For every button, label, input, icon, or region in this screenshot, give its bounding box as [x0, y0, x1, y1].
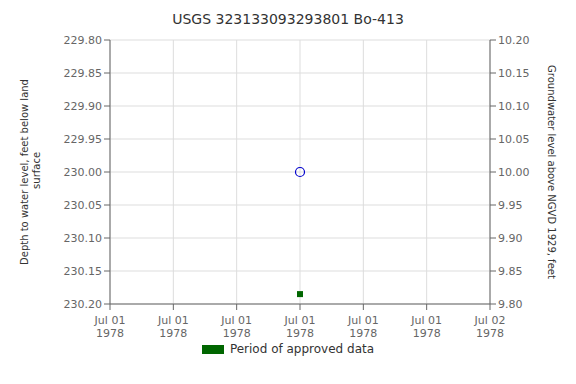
svg-text:9.80: 9.80 [498, 298, 523, 311]
svg-text:10.15: 10.15 [498, 67, 530, 80]
svg-text:Jul 011978: Jul 011978 [157, 314, 189, 340]
svg-text:10.00: 10.00 [498, 166, 530, 179]
svg-text:9.95: 9.95 [498, 199, 523, 212]
svg-text:230.05: 230.05 [64, 199, 103, 212]
svg-text:Jul 011978: Jul 011978 [410, 314, 442, 340]
html-text:Period of approved data: Period of approved data [229, 342, 375, 356]
svg-text:Jul 011978: Jul 011978 [94, 314, 126, 340]
html-text:USGS 323133093293801 Bo-413: USGS 323133093293801 Bo-413 [172, 11, 404, 27]
svg-text:9.85: 9.85 [498, 265, 523, 278]
svg-text:Jul 011978: Jul 011978 [220, 314, 252, 340]
svg-text:230.10: 230.10 [64, 232, 103, 245]
svg-text:Jul 021978: Jul 021978 [474, 314, 506, 340]
svg-text:10.10: 10.10 [498, 100, 530, 113]
svg-text:229.80: 229.80 [64, 34, 103, 47]
svg-text:229.85: 229.85 [64, 67, 103, 80]
svg-text:230.00: 230.00 [64, 166, 103, 179]
svg-text:229.95: 229.95 [64, 133, 103, 146]
svg-text:10.05: 10.05 [498, 133, 530, 146]
svg-text:9.90: 9.90 [498, 232, 523, 245]
svg-text:Jul 011978: Jul 011978 [284, 314, 316, 340]
svg-text:229.90: 229.90 [64, 100, 103, 113]
svg-text:Jul 011978: Jul 011978 [347, 314, 379, 340]
svg-text:10.20: 10.20 [498, 34, 530, 47]
svg-text:Depth to water level, feet bel: Depth to water level, feet below land su… [19, 79, 42, 265]
svg-text:Groundwater level above NGVD 1: Groundwater level above NGVD 1929, feet [546, 65, 557, 279]
svg-text:230.20: 230.20 [64, 298, 103, 311]
svg-text:230.15: 230.15 [64, 265, 103, 278]
